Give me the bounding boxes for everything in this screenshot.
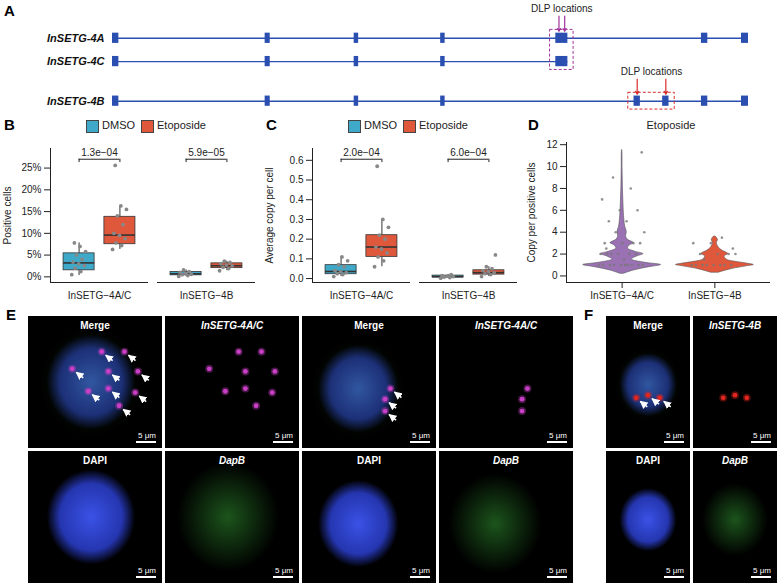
html-text:F: F bbox=[584, 306, 594, 323]
svg-text:InSETG−4B: InSETG−4B bbox=[180, 290, 234, 301]
svg-text:DAPI: DAPI bbox=[357, 455, 381, 466]
svg-text:6: 6 bbox=[552, 205, 558, 216]
svg-text:InSETG−4B: InSETG−4B bbox=[442, 290, 496, 301]
svg-text:0.2: 0.2 bbox=[290, 233, 304, 244]
svg-text:0: 0 bbox=[552, 270, 558, 281]
svg-text:DLP locations: DLP locations bbox=[621, 66, 683, 77]
svg-text:5 μm: 5 μm bbox=[275, 566, 293, 575]
svg-text:5 μm: 5 μm bbox=[412, 566, 430, 575]
svg-text:DapB: DapB bbox=[493, 455, 519, 466]
svg-text:5 μm: 5 μm bbox=[666, 431, 684, 440]
html-text:A: A bbox=[4, 2, 15, 19]
svg-text:0.4: 0.4 bbox=[290, 194, 304, 205]
svg-text:InSETG−4B: InSETG−4B bbox=[688, 290, 742, 301]
html-text:Etoposide: Etoposide bbox=[419, 119, 468, 132]
svg-text:DAPI: DAPI bbox=[83, 455, 107, 466]
svg-text:Average copy per cell: Average copy per cell bbox=[264, 168, 275, 264]
html-text:DMSO: DMSO bbox=[102, 119, 135, 132]
svg-text:DapB: DapB bbox=[219, 455, 245, 466]
svg-text:10: 10 bbox=[546, 161, 558, 172]
svg-text:InSETG-4B: InSETG-4B bbox=[709, 320, 761, 331]
svg-text:25%: 25% bbox=[21, 162, 41, 173]
svg-text:5 μm: 5 μm bbox=[666, 566, 684, 575]
svg-text:Merge: Merge bbox=[633, 320, 663, 331]
html-text:Etoposide: Etoposide bbox=[157, 119, 206, 132]
svg-text:InSETG-4B: InSETG-4B bbox=[47, 95, 105, 107]
svg-text:5 μm: 5 μm bbox=[412, 431, 430, 440]
svg-text:5 μm: 5 μm bbox=[549, 431, 567, 440]
svg-text:Merge: Merge bbox=[80, 320, 110, 331]
svg-text:0%: 0% bbox=[27, 271, 42, 282]
svg-text:DapB: DapB bbox=[722, 455, 748, 466]
svg-text:5.9e−05: 5.9e−05 bbox=[188, 147, 225, 158]
svg-text:0.3: 0.3 bbox=[290, 214, 304, 225]
svg-text:InSETG−4A/C: InSETG−4A/C bbox=[330, 290, 394, 301]
svg-text:5 μm: 5 μm bbox=[138, 566, 156, 575]
html-text:B: B bbox=[4, 116, 15, 133]
svg-text:0.1: 0.1 bbox=[290, 253, 304, 264]
svg-text:5 μm: 5 μm bbox=[549, 566, 567, 575]
svg-text:1.3e−04: 1.3e−04 bbox=[81, 147, 118, 158]
html-text:D: D bbox=[528, 116, 539, 133]
svg-text:InSETG-4C: InSETG-4C bbox=[47, 55, 106, 67]
svg-text:15%: 15% bbox=[21, 206, 41, 217]
svg-text:12: 12 bbox=[546, 139, 558, 150]
svg-text:Positive cells: Positive cells bbox=[2, 187, 13, 245]
svg-text:InSETG−4A/C: InSETG−4A/C bbox=[590, 290, 654, 301]
svg-text:DLP locations: DLP locations bbox=[531, 3, 593, 14]
svg-text:5 μm: 5 μm bbox=[753, 431, 771, 440]
svg-text:4: 4 bbox=[552, 226, 558, 237]
svg-text:20%: 20% bbox=[21, 184, 41, 195]
svg-text:8: 8 bbox=[552, 183, 558, 194]
svg-text:0.6: 0.6 bbox=[290, 155, 304, 166]
svg-text:0.0: 0.0 bbox=[290, 273, 304, 284]
svg-text:DAPI: DAPI bbox=[636, 455, 660, 466]
svg-text:0.5: 0.5 bbox=[290, 174, 304, 185]
html-text:E: E bbox=[6, 306, 16, 323]
svg-text:2.0e−04: 2.0e−04 bbox=[343, 147, 380, 158]
svg-text:Merge: Merge bbox=[354, 320, 384, 331]
svg-text:5%: 5% bbox=[27, 249, 42, 260]
svg-text:5 μm: 5 μm bbox=[275, 431, 293, 440]
html-text:C: C bbox=[266, 116, 277, 133]
svg-text:5 μm: 5 μm bbox=[753, 566, 771, 575]
svg-text:InSETG-4A/C: InSETG-4A/C bbox=[201, 320, 264, 331]
svg-text:Copy per positive cells: Copy per positive cells bbox=[526, 162, 537, 262]
html-text:Etoposide: Etoposide bbox=[646, 119, 696, 131]
svg-text:InSETG-4A/C: InSETG-4A/C bbox=[475, 320, 538, 331]
svg-text:5 μm: 5 μm bbox=[138, 431, 156, 440]
svg-text:6.0e−04: 6.0e−04 bbox=[450, 147, 487, 158]
html-text:DMSO: DMSO bbox=[364, 119, 397, 132]
svg-text:10%: 10% bbox=[21, 228, 41, 239]
svg-text:InSETG−4A/C: InSETG−4A/C bbox=[68, 290, 132, 301]
svg-text:2: 2 bbox=[552, 248, 558, 259]
svg-text:InSETG-4A: InSETG-4A bbox=[47, 32, 105, 44]
